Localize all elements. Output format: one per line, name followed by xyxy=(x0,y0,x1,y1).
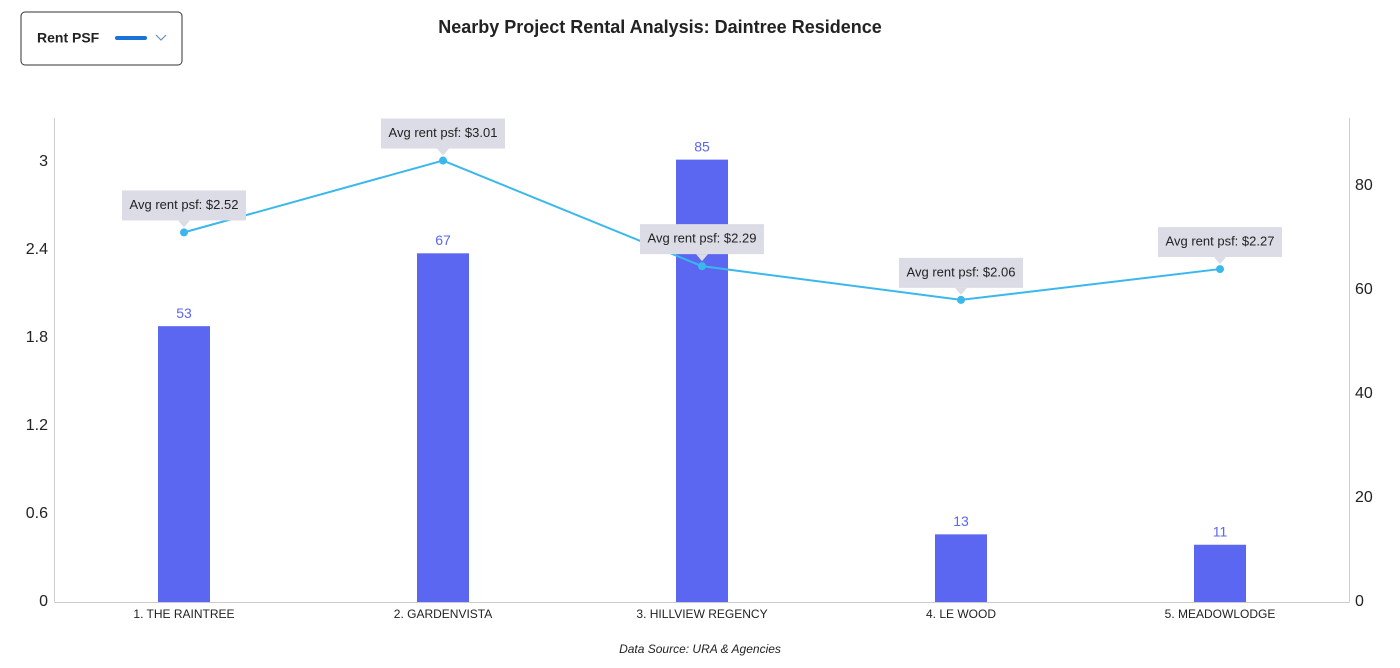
y2-tick-label: 40 xyxy=(1355,385,1373,402)
point xyxy=(1216,265,1224,274)
y-tick-label: 1.8 xyxy=(26,329,48,346)
tooltip-label: Avg rent psf: $3.01 xyxy=(389,125,498,140)
tooltip-pointer xyxy=(955,287,967,295)
bar xyxy=(1194,544,1246,602)
tooltip-pointer xyxy=(696,254,708,262)
bar xyxy=(935,534,987,602)
bar-value-label: 85 xyxy=(694,138,710,154)
x-tick-label: 1. THE RAINTREE xyxy=(133,607,234,621)
y-tick-label: 0 xyxy=(39,593,48,610)
tooltip-pointer xyxy=(178,220,190,228)
point xyxy=(439,156,447,165)
tooltip-box xyxy=(122,190,246,221)
value-tooltip: Avg rent psf: $2.06 xyxy=(899,257,1023,295)
y2-tick-label: 80 xyxy=(1355,177,1373,194)
tooltip-label: Avg rent psf: $2.27 xyxy=(1166,234,1275,249)
source-note: Data Source: URA & Agencies xyxy=(619,642,781,656)
y2-tick-label: 60 xyxy=(1355,281,1373,298)
bar-value-label: 53 xyxy=(176,305,192,321)
tooltip-box xyxy=(640,224,764,255)
chevron xyxy=(155,34,167,41)
x-tick-label: 4. LE WOOD xyxy=(926,607,996,621)
bar-value-label: 67 xyxy=(435,232,451,248)
point xyxy=(698,262,706,271)
bar-value-label: 11 xyxy=(1213,523,1228,539)
y2-tick-label: 20 xyxy=(1355,489,1373,506)
dropdown-box[interactable] xyxy=(20,11,183,66)
bar xyxy=(417,253,469,602)
tooltip-label: Avg rent psf: $2.06 xyxy=(907,264,1016,279)
tooltip-box xyxy=(899,257,1023,288)
value-tooltip: Avg rent psf: $3.01 xyxy=(381,118,505,156)
y-tick-label: 2.4 xyxy=(26,241,48,258)
dropdown-label[interactable]: Rent PSF xyxy=(37,30,100,46)
tooltip-box xyxy=(381,118,505,149)
bar-value-label: 13 xyxy=(953,513,969,529)
bar xyxy=(158,326,210,602)
x-tick-label: 2. GARDENVISTA xyxy=(394,607,492,621)
x-tick-label: 5. MEADOWLODGE xyxy=(1165,607,1276,621)
chart-title: Nearby Project Rental Analysis: Daintree… xyxy=(438,17,882,37)
value-tooltip: Avg rent psf: $2.29 xyxy=(640,224,764,262)
y-tick-label: 3 xyxy=(39,153,48,170)
value-tooltip: Avg rent psf: $2.52 xyxy=(122,190,246,228)
tooltip-pointer xyxy=(437,148,449,156)
value-tooltip: Avg rent psf: $2.27 xyxy=(1158,227,1282,265)
point xyxy=(957,295,965,304)
y2-tick-label: 0 xyxy=(1355,593,1364,610)
y-tick-label: 1.2 xyxy=(26,417,48,434)
tooltip-label: Avg rent psf: $2.52 xyxy=(130,197,239,212)
point xyxy=(180,228,188,237)
tooltip-pointer xyxy=(1214,257,1226,265)
y-tick-label: 0.6 xyxy=(26,505,48,522)
series-dropdown[interactable]: Rent PSF xyxy=(20,11,183,66)
tooltip-box xyxy=(1158,227,1282,258)
x-tick-label: 3. HILLVIEW REGENCY xyxy=(636,607,767,621)
tooltip-label: Avg rent psf: $2.29 xyxy=(648,231,757,246)
